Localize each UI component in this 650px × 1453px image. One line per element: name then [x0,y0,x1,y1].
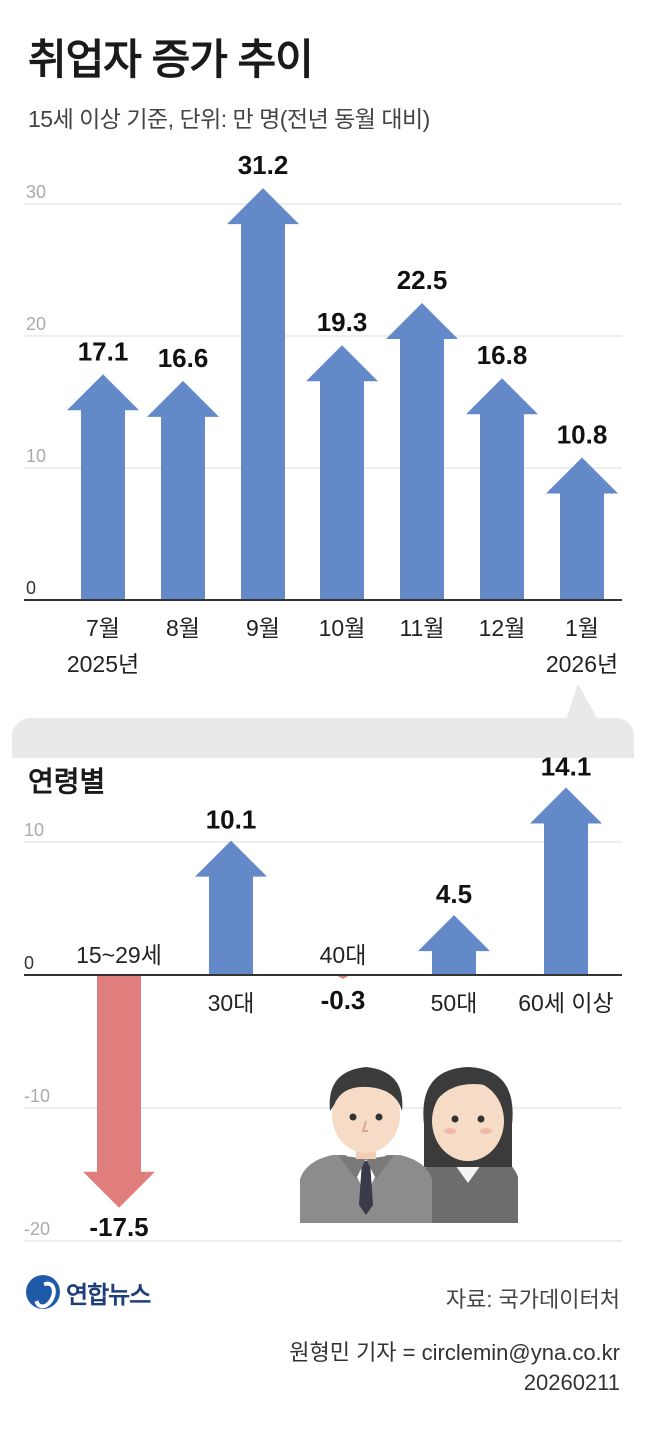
y-tick-label: 0 [26,578,36,598]
data-label: 22.5 [397,265,448,295]
data-label: 10.1 [206,805,257,835]
x-tick-label: 60세 이상 [518,990,613,1016]
y-tick-label: 0 [24,953,34,973]
bubble-pointer [566,684,598,720]
data-label: 31.2 [238,150,289,180]
publisher-logo: 연합뉴스 [26,1272,151,1312]
bar-arrow [195,840,267,975]
bar-arrow [418,915,490,975]
section-divider [12,718,634,758]
x-tick-label: 7월 [86,615,120,641]
bar-arrow [227,188,299,600]
data-label: 19.3 [317,307,368,337]
x-tick-label: 10월 [319,615,366,641]
data-label: 4.5 [436,879,472,909]
reporter-credit: 원형민 기자 = circlemin@yna.co.kr [289,1340,620,1365]
age-section-title: 연령별 [28,766,106,797]
data-label: 16.6 [158,343,209,373]
bar-arrow [67,374,139,600]
x-tick-label: 30대 [208,990,255,1016]
bar-arrow [147,380,219,600]
year-label: 2026년 [546,651,618,677]
x-tick-label: 1월 [565,615,599,641]
monthly-chart: 0 10 20 30 17.1 7월 2025년 16.6 8월 31.2 9월 19.3 10월 22.… [24,150,622,677]
data-label: 17.1 [78,336,129,366]
y-tick-label: 20 [26,314,46,334]
x-tick-label: 15~29세 [76,942,162,968]
y-tick-label: -10 [24,1086,50,1106]
x-tick-label: 40대 [320,942,367,968]
y-tick-label: 10 [26,446,46,466]
publish-date: 20260211 [523,1370,620,1395]
chart-title: 취업자 증가 추이 [28,36,314,83]
bar-arrow [306,345,378,600]
x-tick-label: 50대 [431,990,478,1016]
chart-subtitle: 15세 이상 기준, 단위: 만 명(전년 동월 대비) [28,106,430,132]
data-label: 16.8 [477,340,528,370]
bar-arrow [546,457,618,600]
yonhap-logo-icon [26,1275,60,1309]
y-tick-label: 30 [26,182,46,202]
bar-arrow [386,303,458,600]
x-tick-label: 12월 [479,615,526,641]
credit-block: 원형민 기자 = circlemin@yna.co.kr 20260211 [289,1338,620,1398]
logo-text: 연합뉴스 [66,1281,151,1309]
data-source: 자료: 국가데이터처 [445,1287,620,1312]
year-label: 2025년 [67,651,139,677]
data-label: 10.8 [557,419,608,449]
bar-arrow [530,787,602,975]
bar-arrow [466,378,538,600]
x-tick-label: 9월 [246,615,280,641]
y-tick-label: 10 [24,820,44,840]
data-label: 14.1 [541,751,592,781]
x-tick-label: 11월 [399,615,444,641]
x-tick-label: 8월 [166,615,200,641]
y-tick-label: -20 [24,1219,50,1239]
people-illustration [300,1067,518,1223]
data-label: -17.5 [89,1212,148,1242]
data-label: -0.3 [321,985,366,1015]
bar-arrow [83,975,155,1208]
